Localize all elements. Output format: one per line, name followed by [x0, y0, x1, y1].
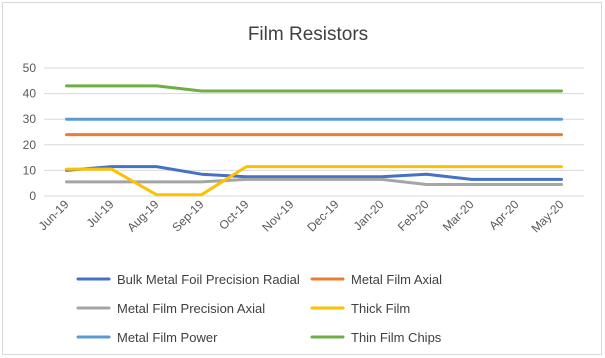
- legend: Bulk Metal Foil Precision Radial Metal Fi…: [76, 272, 442, 345]
- y-tick-label: 40: [23, 87, 37, 101]
- x-tick-label: Jan-20: [351, 197, 387, 233]
- x-tick-label: Dec-19: [304, 197, 341, 234]
- series-line-1: [65, 165, 563, 181]
- series-line-4: [65, 165, 563, 197]
- series-line-6: [65, 84, 563, 93]
- legend-label: Thick Film: [351, 301, 410, 316]
- y-axis-tick-labels: 0 10 20 30 40 50: [23, 61, 37, 203]
- legend-label: Metal Film Power: [117, 330, 218, 345]
- legend-label: Bulk Metal Foil Precision Radial: [117, 272, 300, 287]
- y-tick-label: 10: [23, 163, 37, 177]
- x-tick-label: Jun-19: [36, 197, 72, 233]
- series-line-3: [65, 177, 563, 186]
- legend-label: Metal Film Axial: [351, 272, 442, 287]
- chart-title: Film Resistors: [248, 24, 368, 45]
- y-tick-label: 50: [23, 61, 37, 75]
- x-axis-tick-labels: Jun-19 Jul-19 Aug-19 Sep-19 Oct-19 Nov-19 Dec-…: [36, 197, 567, 235]
- legend-label: Metal Film Precision Axial: [117, 301, 265, 316]
- y-tick-label: 0: [29, 189, 36, 203]
- y-tick-label: 30: [23, 112, 37, 126]
- x-tick-label: Aug-19: [124, 197, 161, 234]
- x-tick-label: Apr-20: [486, 197, 522, 233]
- gridlines: [44, 67, 584, 197]
- y-tick-label: 20: [23, 138, 37, 152]
- x-tick-label: Jul-19: [84, 197, 117, 230]
- x-tick-label: Feb-20: [395, 197, 432, 234]
- plot-series: [65, 84, 563, 197]
- x-tick-label: Oct-19: [216, 197, 252, 233]
- legend-label: Thin Film Chips: [351, 330, 442, 345]
- x-tick-label: May-20: [528, 197, 566, 235]
- x-tick-label: Mar-20: [440, 197, 477, 234]
- x-tick-label: Sep-19: [169, 197, 206, 234]
- x-tick-label: Nov-19: [259, 197, 296, 234]
